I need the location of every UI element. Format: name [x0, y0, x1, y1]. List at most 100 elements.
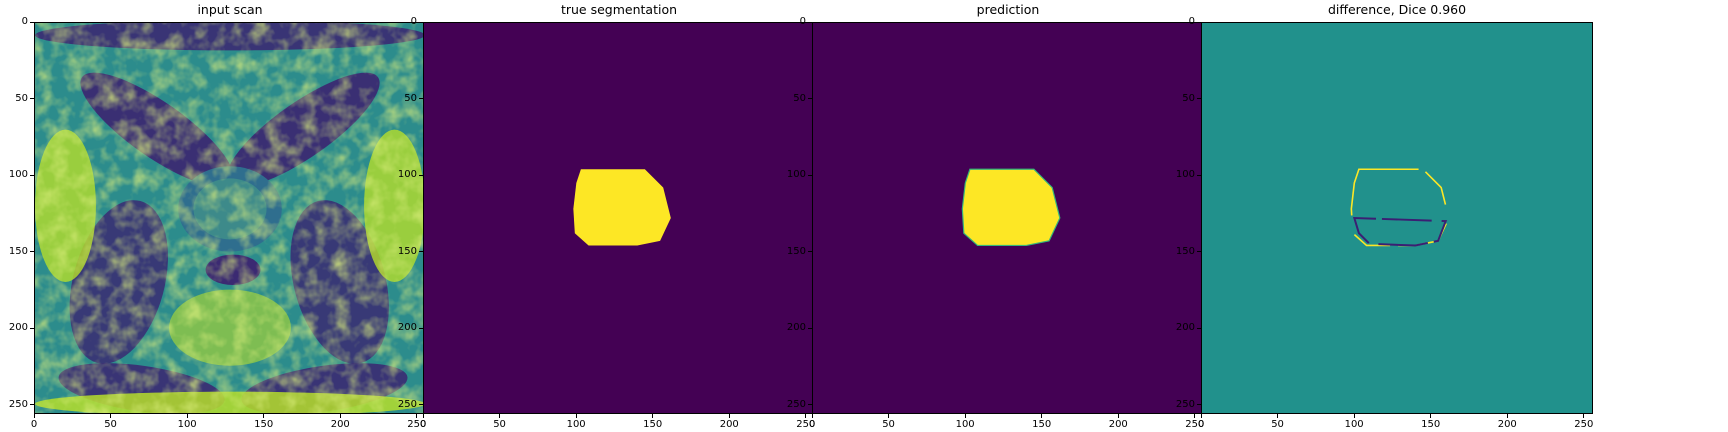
- y-tick-label: 250: [786, 398, 806, 410]
- y-tick: [1197, 404, 1201, 406]
- y-tick-label: 100: [397, 169, 417, 181]
- x-tick: [1194, 414, 1196, 418]
- x-tick: [422, 414, 424, 418]
- y-tick: [419, 174, 423, 176]
- x-tick: [1277, 414, 1279, 418]
- y-tick-label: 50: [1182, 92, 1195, 104]
- x-tick-label: 200: [719, 419, 739, 430]
- segmentation-mask: [573, 169, 671, 246]
- y-tick-label: 150: [8, 245, 28, 257]
- y-tick-label: 50: [404, 92, 417, 104]
- x-tick-label: 0: [808, 419, 816, 430]
- y-tick-label: 200: [397, 322, 417, 334]
- y-tick: [419, 251, 423, 253]
- image-axes: [1201, 22, 1593, 414]
- x-tick: [1430, 414, 1432, 418]
- x-tick: [1353, 414, 1355, 418]
- panel-title: prediction: [976, 2, 1040, 17]
- y-tick: [808, 21, 812, 23]
- y-tick-label: 100: [786, 169, 806, 181]
- x-tick-label: 250: [1574, 419, 1594, 430]
- y-tick: [419, 98, 423, 100]
- y-tick: [419, 327, 423, 329]
- x-tick: [575, 414, 577, 418]
- x-tick-label: 200: [1497, 419, 1517, 430]
- y-tick: [808, 98, 812, 100]
- x-tick: [1583, 414, 1585, 418]
- image-axes: [812, 22, 1204, 414]
- y-tick: [808, 327, 812, 329]
- y-tick-label: 150: [786, 245, 806, 257]
- negative-difference-outline: [1352, 216, 1448, 247]
- x-tick-label: 0: [419, 419, 427, 430]
- x-tick: [805, 414, 807, 418]
- x-tick: [1117, 414, 1119, 418]
- panel-prediction: prediction 0 50 100 150 200 250 0 50 100 150 200 250: [778, 0, 1210, 432]
- image-truth: [424, 23, 814, 413]
- y-tick: [419, 404, 423, 406]
- x-tick-label: 100: [177, 419, 197, 430]
- y-tick: [30, 251, 34, 253]
- x-tick: [888, 414, 890, 418]
- panel-difference: difference, Dice 0.960 0 50 100 150 200 250 0 50…: [1167, 0, 1599, 432]
- x-tick: [811, 414, 813, 418]
- x-tick: [339, 414, 341, 418]
- image-prediction: [813, 23, 1203, 413]
- y-tick-label: 50: [15, 92, 28, 104]
- x-tick: [652, 414, 654, 418]
- x-tick-label: 150: [254, 419, 274, 430]
- y-tick-label: 250: [8, 398, 28, 410]
- image-input: [35, 23, 425, 413]
- y-tick: [30, 327, 34, 329]
- x-tick: [1041, 414, 1043, 418]
- x-tick: [499, 414, 501, 418]
- x-tick: [1200, 414, 1202, 418]
- y-tick-label: 200: [8, 322, 28, 334]
- y-tick: [808, 404, 812, 406]
- y-tick: [30, 404, 34, 406]
- image-difference: [1202, 23, 1592, 413]
- y-tick: [1197, 251, 1201, 253]
- x-tick: [110, 414, 112, 418]
- y-tick-label: 0: [410, 16, 417, 27]
- y-tick: [419, 21, 423, 23]
- x-tick-label: 50: [104, 419, 117, 430]
- x-tick: [964, 414, 966, 418]
- x-tick-label: 150: [1421, 419, 1441, 430]
- x-tick-label: 0: [30, 419, 38, 430]
- x-tick-label: 50: [882, 419, 895, 430]
- y-tick-label: 0: [1188, 16, 1195, 27]
- x-tick: [1506, 414, 1508, 418]
- x-tick-label: 150: [1032, 419, 1052, 430]
- x-tick: [33, 414, 35, 418]
- x-tick-label: 100: [566, 419, 586, 430]
- y-tick-label: 50: [793, 92, 806, 104]
- y-tick-label: 150: [1175, 245, 1195, 257]
- x-tick: [263, 414, 265, 418]
- y-tick-label: 250: [1175, 398, 1195, 410]
- y-tick-label: 250: [397, 398, 417, 410]
- segmentation-mask: [961, 168, 1061, 247]
- image-axes: [423, 22, 815, 414]
- image-axes: [34, 22, 426, 414]
- x-tick-label: 100: [955, 419, 975, 430]
- y-tick-label: 200: [786, 322, 806, 334]
- y-tick: [1197, 327, 1201, 329]
- x-tick-label: 200: [330, 419, 350, 430]
- x-tick-label: 250: [407, 419, 427, 430]
- y-tick-label: 100: [1175, 169, 1195, 181]
- y-tick: [1197, 21, 1201, 23]
- panel-truth: true segmentation 0 50 100 150 200 250 0 50 100 15…: [389, 0, 821, 432]
- y-tick: [30, 98, 34, 100]
- y-tick: [30, 174, 34, 176]
- y-tick: [1197, 98, 1201, 100]
- x-tick-label: 50: [1271, 419, 1284, 430]
- panel-title: true segmentation: [560, 2, 678, 17]
- x-tick-label: 250: [1185, 419, 1205, 430]
- x-tick-label: 100: [1344, 419, 1364, 430]
- y-tick: [30, 21, 34, 23]
- y-tick-label: 100: [8, 169, 28, 181]
- y-tick-label: 200: [1175, 322, 1195, 334]
- panel-input: input scan 0 50 100 150 200 250 0 50 100 150 200 250: [0, 0, 432, 432]
- y-tick-label: 150: [397, 245, 417, 257]
